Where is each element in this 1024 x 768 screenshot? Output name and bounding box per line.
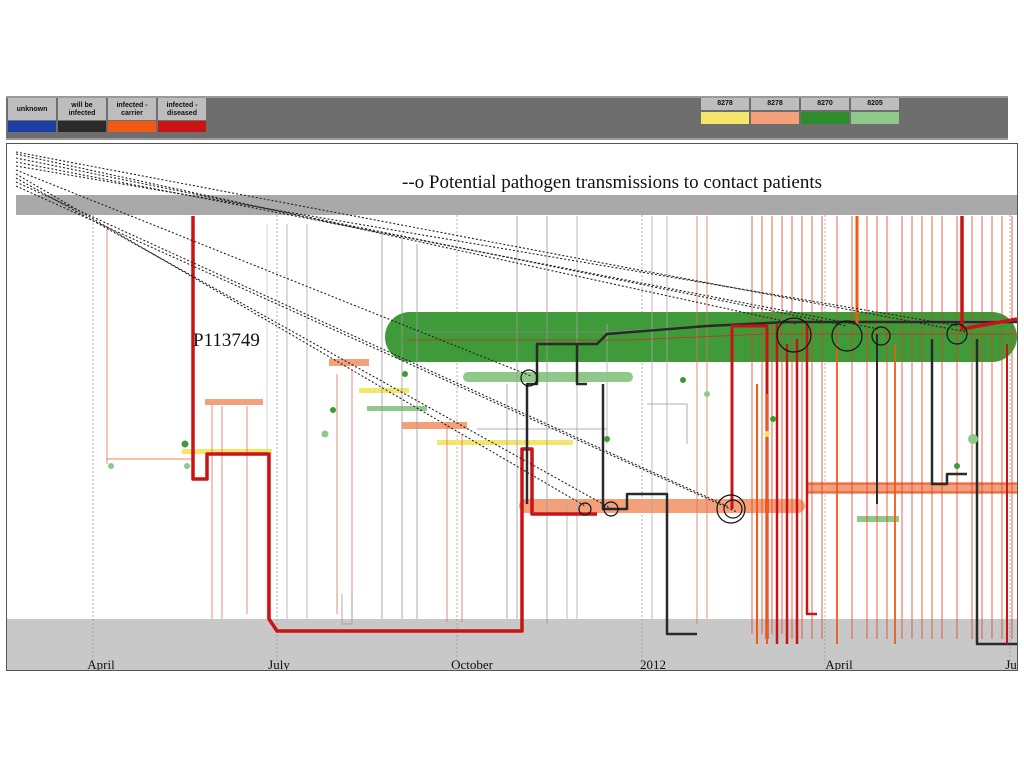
legend-swatch [8, 121, 56, 132]
legend-swatch [108, 121, 156, 132]
legend-label: will be infected [58, 98, 106, 120]
transmission-circles [520, 317, 968, 524]
legend-swatch [58, 121, 106, 132]
tick-label: Ju [1005, 657, 1017, 670]
ward-band-lightgreen[interactable] [463, 372, 633, 382]
transmission-circle[interactable] [871, 326, 891, 346]
infection-state-legend: unknown will be infected infected - carr… [8, 98, 208, 132]
legend-item-unknown[interactable]: unknown [8, 98, 56, 132]
ward-item-3[interactable]: 8270 [801, 98, 849, 124]
tick-label: April [87, 657, 115, 670]
background-trajectories [106, 216, 1018, 639]
bottom-band [7, 619, 1017, 670]
ward-swatch [701, 112, 749, 124]
patient-label[interactable]: P113749 [193, 330, 260, 351]
ward-legend: 8278 8278 8270 8205 [701, 98, 901, 124]
ward-band-lightgreen-3[interactable] [367, 406, 427, 411]
ward-swatch [751, 112, 799, 124]
legend-item-will-be-infected[interactable]: will be infected [58, 98, 106, 132]
legend-label: unknown [8, 98, 56, 120]
tick-label: 2012 [640, 657, 666, 670]
legend-item-infected-diseased[interactable]: infected - diseased [158, 98, 206, 132]
timeline-canvas[interactable]: --o Potential pathogen transmissions to … [7, 144, 1018, 672]
tick-label: October [451, 657, 494, 670]
ward-band-yellow[interactable] [359, 388, 409, 393]
patient-p113749-trajectory [191, 216, 597, 633]
ward-item-2[interactable]: 8278 [751, 98, 799, 124]
transmission-circle[interactable] [603, 501, 619, 517]
tick-label: July [268, 657, 290, 670]
top-band [16, 195, 1017, 215]
transmission-circle[interactable] [716, 494, 746, 524]
ward-label: 8278 [751, 98, 799, 110]
legend-label: infected - diseased [158, 98, 206, 120]
time-axis-labels: April July October 2012 April Ju [87, 657, 1017, 672]
transmission-circle[interactable] [831, 320, 863, 352]
transmission-annotation: --o Potential pathogen transmissions to … [402, 172, 822, 193]
legend-label: infected - carrier [108, 98, 156, 120]
tick-label: April [825, 657, 853, 670]
ward-band-lightgreen-2[interactable] [857, 516, 899, 522]
ward-band-salmon-4[interactable] [402, 422, 467, 429]
ward-item-1[interactable]: 8278 [701, 98, 749, 124]
transmission-circle[interactable] [946, 323, 968, 345]
transmission-circle[interactable] [776, 317, 812, 353]
legend-toolbar: unknown will be infected infected - carr… [6, 96, 1008, 140]
legend-swatch [158, 121, 206, 132]
transmission-timeline-view[interactable]: --o Potential pathogen transmissions to … [6, 143, 1018, 672]
transmission-links [15, 151, 968, 513]
ward-swatch [801, 112, 849, 124]
transmission-circle[interactable] [520, 369, 538, 387]
ward-item-4[interactable]: 8205 [851, 98, 899, 124]
ward-band-yellow-3[interactable] [182, 449, 272, 454]
transmission-circle[interactable] [578, 502, 592, 516]
ward-band-salmon-2[interactable] [205, 399, 263, 405]
ward-swatch [851, 112, 899, 124]
month-gridlines [92, 215, 1011, 664]
legend-item-infected-carrier[interactable]: infected - carrier [108, 98, 156, 132]
ward-label: 8270 [801, 98, 849, 110]
event-markers [108, 371, 978, 469]
highlighted-trajectories [191, 216, 1018, 646]
ward-label: 8205 [851, 98, 899, 110]
ward-label: 8278 [701, 98, 749, 110]
transmission-circle[interactable] [723, 499, 743, 519]
ward-band-yellow-2[interactable] [437, 440, 573, 445]
